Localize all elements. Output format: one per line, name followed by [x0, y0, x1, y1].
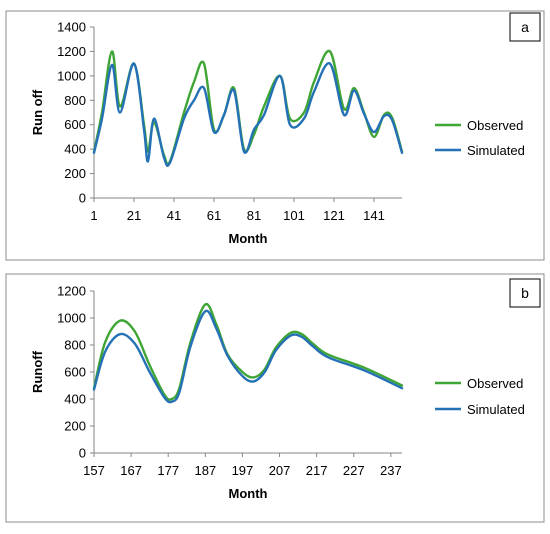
- panel-label-box: [509, 12, 541, 42]
- legend-label-simulated: Simulated: [467, 143, 525, 158]
- x-tick-label: 187: [194, 463, 216, 478]
- x-tick-label: 167: [120, 463, 142, 478]
- x-tick-label: 177: [157, 463, 179, 478]
- y-tick-label: 400: [64, 142, 86, 157]
- panel-label-box: [509, 278, 541, 308]
- x-tick-label: 121: [323, 208, 345, 223]
- chart-panel-b: b 0 200 400 600 800 1000 1200 157 167 177 187 197 207…: [5, 273, 545, 523]
- panel-label: a: [521, 19, 529, 35]
- legend-label-observed: Observed: [467, 118, 523, 133]
- y-tick-label: 1200: [57, 284, 86, 299]
- y-tick-label: 600: [64, 365, 86, 380]
- y-tick-label: 200: [64, 419, 86, 434]
- y-tick-label: 800: [64, 93, 86, 108]
- x-tick-label: 101: [283, 208, 305, 223]
- series-line-simulated: [92, 62, 404, 168]
- x-tick-label: 157: [83, 463, 105, 478]
- x-tick-label: 227: [343, 463, 365, 478]
- x-tick-label: 61: [207, 208, 221, 223]
- panel-frame: [5, 273, 545, 523]
- x-tick-label: 41: [167, 208, 181, 223]
- x-axis-title: Month: [229, 486, 268, 501]
- x-tick-label: 217: [306, 463, 328, 478]
- panel-frame: [5, 10, 545, 261]
- x-axis-title: Month: [229, 231, 268, 246]
- y-tick-label: 1000: [57, 311, 86, 326]
- y-tick-label: 1000: [57, 68, 86, 83]
- panel-label: b: [521, 285, 529, 301]
- y-tick-label: 400: [64, 392, 86, 407]
- y-tick-label: 1400: [57, 20, 86, 35]
- y-tick-label: 600: [64, 117, 86, 132]
- x-tick-label: 237: [380, 463, 402, 478]
- y-axis-title: Runoff: [30, 350, 45, 393]
- x-tick-label: 1: [90, 208, 97, 223]
- y-tick-label: 0: [79, 446, 86, 461]
- legend-label-simulated: Simulated: [467, 402, 525, 417]
- x-tick-label: 141: [363, 208, 385, 223]
- y-tick-label: 200: [64, 166, 86, 181]
- x-tick-label: 21: [127, 208, 141, 223]
- y-tick-label: 800: [64, 338, 86, 353]
- series-line-simulated: [92, 309, 404, 404]
- y-tick-label: 0: [79, 191, 86, 206]
- legend-label-observed: Observed: [467, 376, 523, 391]
- x-tick-label: 81: [247, 208, 261, 223]
- x-tick-label: 197: [232, 463, 254, 478]
- y-axis-title: Run off: [30, 89, 45, 135]
- x-tick-label: 207: [269, 463, 291, 478]
- y-tick-label: 1200: [57, 44, 86, 59]
